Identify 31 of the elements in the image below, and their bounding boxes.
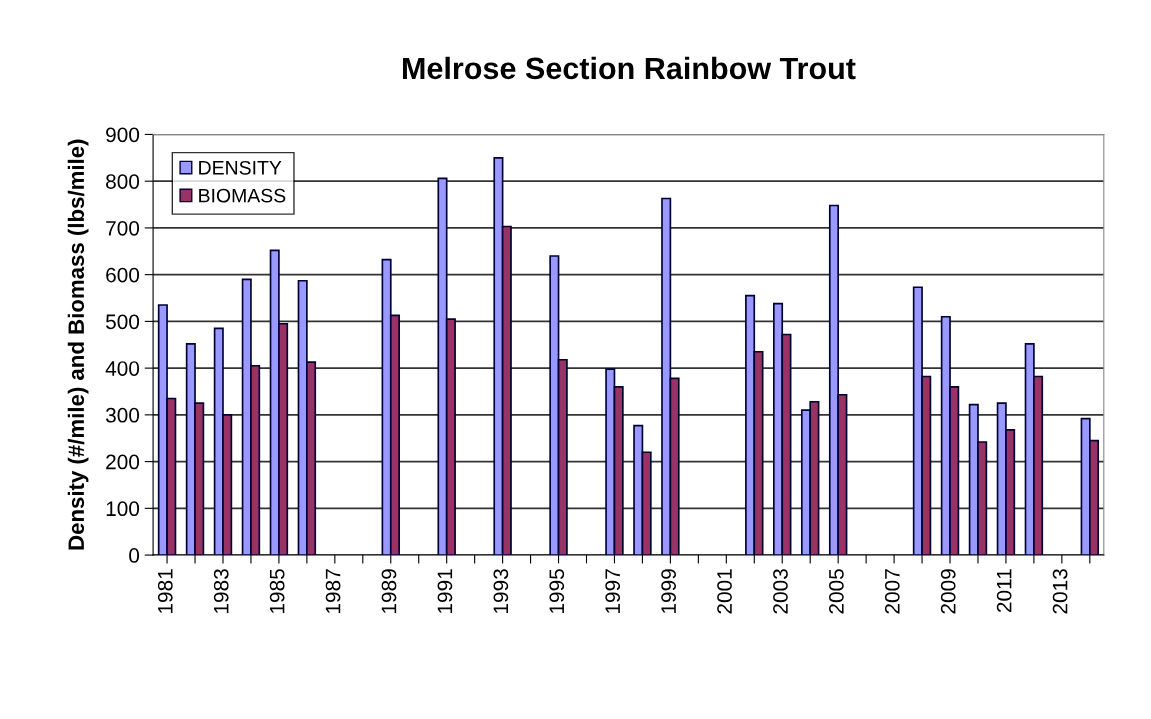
x-tick-label: 1985 [269, 569, 285, 614]
y-axis-title: Density (#/mile) and Biomass (lbs/mile) [67, 139, 89, 550]
y-tick-label: 400 [105, 361, 140, 376]
y-tick-label: 300 [105, 407, 140, 423]
legend-label: BIOMASS [199, 188, 286, 203]
y-tick-label: 200 [106, 454, 140, 470]
y-tick-label: 800 [106, 174, 140, 189]
x-tick-label: 1997 [605, 569, 621, 614]
x-tick-label: 1983 [213, 569, 229, 614]
x-tick-label: 1991 [437, 569, 453, 614]
y-tick-label: 0 [129, 548, 140, 563]
y-tick-label: 700 [106, 220, 140, 236]
x-tick-label: 1999 [661, 569, 676, 614]
x-tick-label: 2011 [996, 569, 1012, 613]
x-tick-label: 1993 [493, 569, 509, 614]
x-tick-label: 1995 [549, 569, 565, 614]
chart-title: Melrose Section Rainbow Trout [403, 56, 856, 80]
x-tick-label: 2003 [773, 569, 788, 614]
x-tick-label: 1989 [381, 569, 397, 614]
x-tick-label: 1987 [325, 569, 341, 614]
x-tick-label: 2001 [717, 569, 732, 614]
x-tick-label: 2005 [829, 569, 844, 614]
y-tick-label: 900 [106, 127, 140, 143]
x-tick-label: 2009 [940, 569, 956, 614]
y-tick-label: 500 [105, 314, 140, 330]
x-tick-label: 2013 [1052, 569, 1068, 614]
x-tick-label: 2007 [884, 569, 900, 614]
y-tick-label: 600 [106, 267, 140, 283]
x-tick-label: 1981 [157, 569, 173, 614]
y-tick-label: 100 [106, 501, 140, 517]
legend-label: DENSITY [199, 160, 282, 175]
